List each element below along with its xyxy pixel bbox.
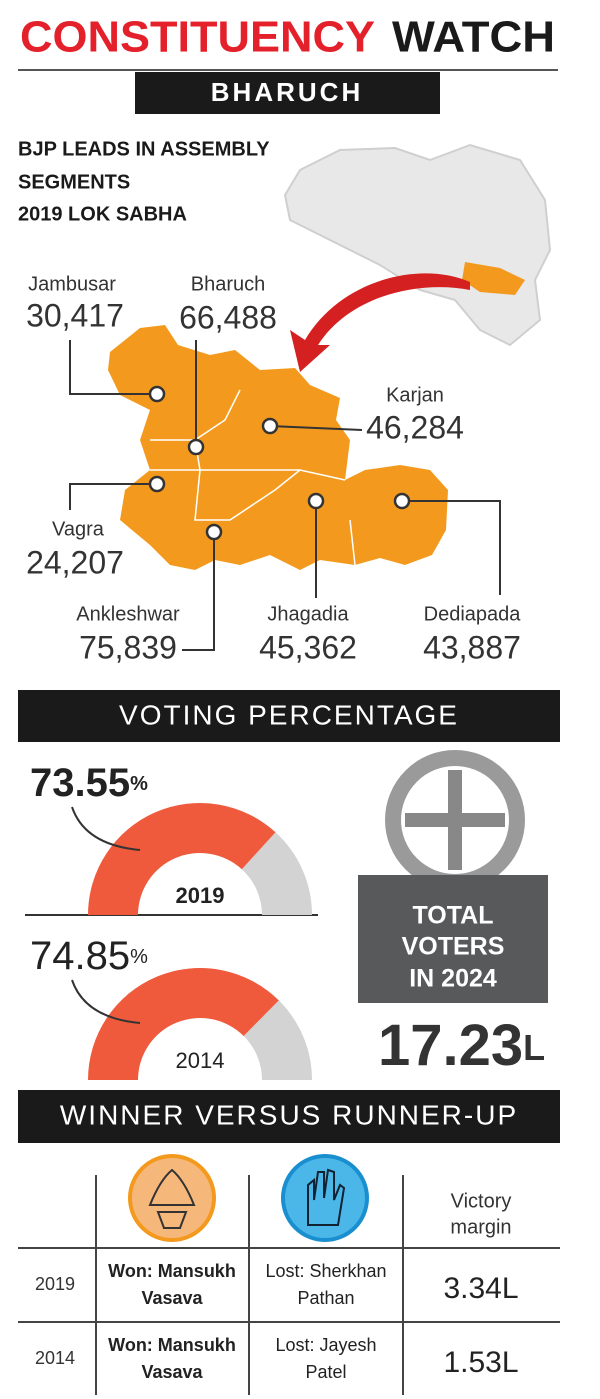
section-title: VOTING PERCENTAGE [119,699,459,730]
constituency: BHARUCH [211,77,363,107]
title-red: CONSTITUENCY [20,13,375,62]
bjp-icon [128,1154,216,1242]
district-map [108,325,448,570]
loser: Patel [305,1362,346,1382]
leader [69,483,157,510]
gauge-unit: % [130,946,148,968]
dot [148,475,166,493]
margin-header: margin [450,1216,511,1238]
gauge-year: 2014 [176,1048,225,1073]
gauge-fill [88,968,279,1080]
gauge-track [241,832,312,915]
congress-icon [281,1154,369,1242]
total-label: TOTAL [412,902,493,930]
dot [148,385,166,403]
subtitle: BJP LEADS IN ASSEMBLY [18,138,270,160]
gauge-unit: % [130,773,148,795]
dot [187,438,205,456]
subtitle: 2019 LOK SABHA [18,203,187,225]
total-unit: L [523,1027,545,1068]
segment-lead: 46,284 [366,409,464,445]
segment-name: Dediapada [424,603,522,625]
section-bar [18,1090,560,1143]
segment-lead: 66,488 [179,299,277,335]
total-value: 17.23 [378,1013,523,1078]
dot [261,417,279,435]
row-year: 2019 [35,1274,75,1294]
dot [205,523,223,541]
subtitle: SEGMENTS [18,171,130,193]
winner: Won: Mansukh [108,1261,236,1281]
title-black: WATCH [392,13,555,62]
gauge-value: 73.55 [30,761,130,805]
segment-name: Bharuch [191,273,266,295]
winner: Vasava [141,1362,203,1382]
loser: Lost: Jayesh [275,1335,376,1355]
section-title: WINNER VERSUS RUNNER-UP [60,1099,518,1130]
dot [307,492,325,510]
segment-lead: 43,887 [423,629,521,665]
section-bar [18,690,560,742]
segment-name: Jambusar [28,273,116,295]
margin-header: Victory [451,1190,512,1212]
margin: 3.34L [443,1272,518,1305]
constituency-box [135,72,440,114]
state-map [283,143,552,347]
gauge-label: 74.85% [30,934,148,978]
loser: Lost: Sherkhan [265,1261,386,1281]
gauge-year: 2019 [176,883,225,908]
segment-name: Vagra [52,518,105,540]
gauge-label: 73.55% [30,761,148,805]
dot [393,492,411,510]
leader [182,532,215,651]
segment-lead: 75,839 [79,629,177,665]
segment-name: Karjan [386,384,444,406]
winner: Vasava [141,1288,203,1308]
leader [269,425,363,431]
margin: 1.53L [443,1346,518,1379]
gauge-fill [88,803,276,915]
segment-lead: 24,207 [26,544,124,580]
total-voters: 17.23L [378,1013,545,1078]
total-label: IN 2024 [409,965,497,993]
ballot-symbol [385,750,525,890]
segment-lead: 30,417 [26,297,124,333]
table-lines [18,1175,560,1395]
winner: Won: Mansukh [108,1335,236,1355]
leader [402,500,501,595]
pointer [71,806,141,851]
segment-lead: 45,362 [259,629,357,665]
gauge-value: 74.85 [30,934,130,978]
segment-name: Jhagadia [267,603,349,625]
pointer [71,979,141,1024]
total-box [358,875,548,1003]
gauge-track [243,1000,312,1080]
total-label: VOTERS [402,933,505,961]
segment-name: Ankleshwar [76,603,180,625]
boundaries [150,389,356,566]
row-year: 2014 [35,1348,75,1368]
state-highlight [462,262,525,295]
arrow [290,273,470,372]
loser: Pathan [297,1288,354,1308]
leader [69,340,157,395]
